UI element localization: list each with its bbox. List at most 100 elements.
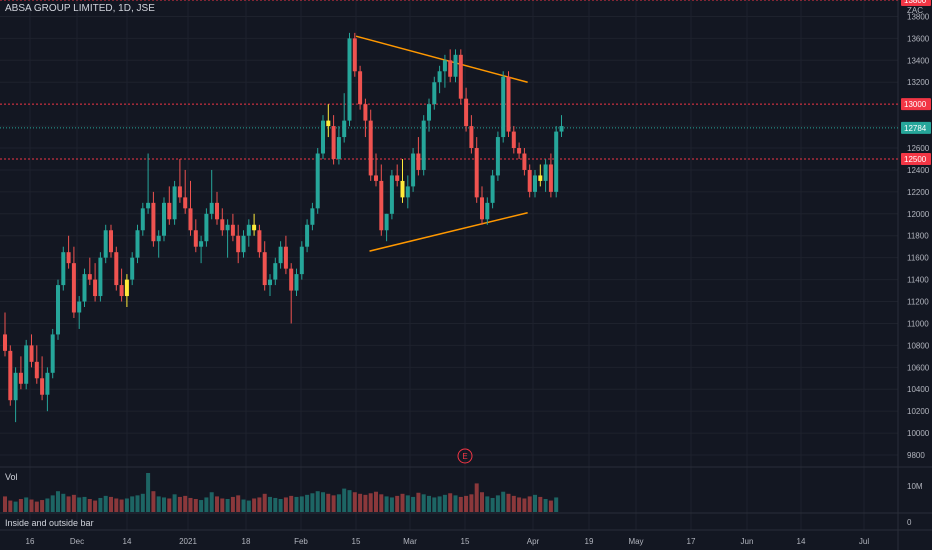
candle-body xyxy=(458,54,463,99)
volume-bar xyxy=(421,494,426,512)
candle-body xyxy=(527,169,532,192)
candle-body xyxy=(3,334,7,351)
x-tick-label: 15 xyxy=(461,537,470,546)
x-tick-label: 18 xyxy=(242,537,251,546)
candle-body xyxy=(538,175,543,181)
candle-body xyxy=(40,378,45,395)
volume-bar xyxy=(432,497,437,512)
candle-body xyxy=(315,153,320,209)
volume-bar xyxy=(236,495,241,512)
volume-bar xyxy=(533,494,537,512)
y-tick-label: 12400 xyxy=(907,166,930,175)
volume-bar xyxy=(294,496,299,512)
candle-body xyxy=(29,345,34,362)
candle-body xyxy=(495,137,500,176)
candle-body xyxy=(24,345,29,384)
volume-bar xyxy=(34,501,39,512)
volume-bar xyxy=(352,492,357,512)
candle-body xyxy=(501,76,506,138)
price-tag-label: 12784 xyxy=(904,124,927,133)
volume-bar xyxy=(442,494,447,512)
volume-bar xyxy=(310,493,315,512)
candle-body xyxy=(289,268,294,291)
candle-body xyxy=(464,98,469,127)
axes: 9800 10000 10200 10400 10600 10800 11000 11200 1… xyxy=(26,0,931,546)
volume-bar xyxy=(363,494,368,512)
candle-body xyxy=(432,82,437,105)
candle-body xyxy=(405,186,410,198)
volume-bar xyxy=(411,496,416,512)
volume-bar xyxy=(66,496,71,512)
triangle-drawing[interactable] xyxy=(355,35,528,252)
x-tick-label: Mar xyxy=(403,537,417,546)
volume-bar xyxy=(13,501,18,512)
volume-bar xyxy=(379,494,384,512)
earnings-marker[interactable]: E xyxy=(457,448,473,464)
candle-body xyxy=(400,180,405,198)
price-tag-label: 12500 xyxy=(904,155,927,164)
candle-body xyxy=(533,175,537,192)
volume-bar xyxy=(262,493,267,512)
x-tick-label: 19 xyxy=(585,537,594,546)
candle-body xyxy=(246,224,251,236)
volume-bar xyxy=(220,498,225,512)
candle-body xyxy=(543,164,548,181)
candle-body xyxy=(506,76,511,132)
volume-bar xyxy=(326,493,331,512)
triangle-lower-line xyxy=(369,211,528,252)
volume-bar xyxy=(135,495,140,512)
volume-bar xyxy=(501,491,506,512)
candle-body xyxy=(146,202,151,209)
candle-body xyxy=(177,186,182,198)
candle-body xyxy=(442,60,447,72)
indicator-tick-label: 0 xyxy=(907,518,912,527)
volume-bar xyxy=(3,496,7,512)
price-tag xyxy=(901,121,931,134)
volume-bar xyxy=(347,490,352,512)
candle-body xyxy=(151,202,156,242)
candle-body xyxy=(140,208,145,231)
y-tick-label: 10400 xyxy=(907,385,930,394)
candle-body xyxy=(469,126,474,149)
candle-body xyxy=(45,372,50,395)
y-tick-label: 11600 xyxy=(907,254,929,263)
volume-bar xyxy=(506,493,511,512)
candle-body xyxy=(193,230,198,247)
volume-bar xyxy=(257,497,262,512)
volume-bar xyxy=(215,496,219,512)
volume-bar xyxy=(40,500,45,512)
x-tick-label: Dec xyxy=(70,537,84,546)
volume-bar xyxy=(8,500,13,512)
volume-tick-label: 10M xyxy=(907,482,923,491)
volume-bar xyxy=(527,496,532,512)
candle-body xyxy=(273,263,278,280)
x-tick-label: 15 xyxy=(352,537,361,546)
y-tick-label: 10000 xyxy=(907,429,930,438)
price-tag xyxy=(901,152,931,165)
volume-bar xyxy=(56,491,60,512)
volume-bar xyxy=(448,493,453,512)
volume-bar xyxy=(209,492,214,512)
candle-body xyxy=(220,219,225,231)
candle-body xyxy=(363,104,368,121)
volume-bar xyxy=(151,491,156,512)
volume-label: Vol xyxy=(5,472,18,482)
candle-body xyxy=(453,54,458,77)
volume-bar xyxy=(114,498,119,512)
candle-body xyxy=(299,246,304,275)
candle-body xyxy=(225,224,230,231)
y-tick-label: 13600 xyxy=(907,34,930,43)
candle-body xyxy=(379,180,384,231)
candle-body xyxy=(368,120,373,176)
volume-bar xyxy=(538,496,543,512)
y-tick-label: 12600 xyxy=(907,144,930,153)
volume-bar xyxy=(389,497,394,512)
candle-body xyxy=(183,197,188,209)
candle-body xyxy=(490,175,495,203)
x-tick-label: Jul xyxy=(859,537,869,546)
volume-bar xyxy=(87,499,92,512)
candle-body xyxy=(395,175,400,181)
candle-body xyxy=(480,197,484,220)
candle-body xyxy=(278,246,283,264)
